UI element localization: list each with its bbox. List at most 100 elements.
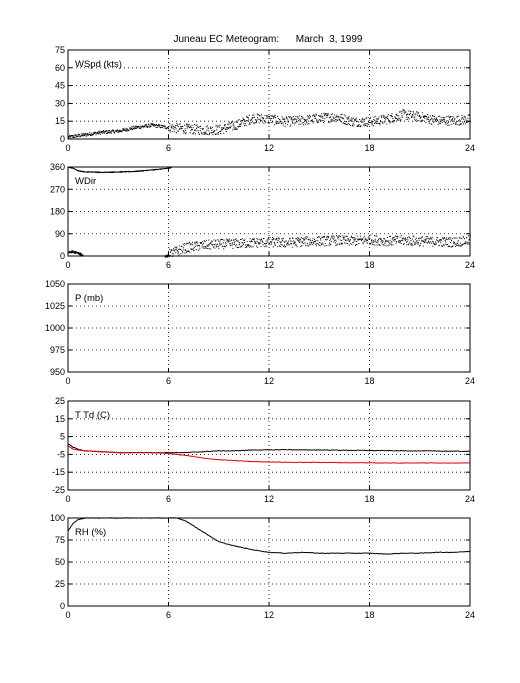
data-point: [257, 118, 259, 120]
data-point: [464, 117, 466, 119]
data-point: [369, 117, 371, 119]
data-point: [70, 137, 72, 139]
data-point: [376, 240, 378, 242]
data-point: [244, 125, 246, 127]
data-point: [239, 243, 241, 245]
data-point: [386, 240, 388, 242]
data-point: [376, 244, 378, 246]
data-point: [132, 129, 134, 131]
data-point: [108, 130, 110, 132]
data-point: [231, 121, 233, 123]
data-point: [172, 128, 174, 130]
data-point: [301, 245, 303, 247]
data-point: [205, 126, 207, 128]
data-point: [444, 117, 446, 119]
data-point: [437, 120, 439, 122]
data-point: [178, 248, 180, 250]
data-point: [203, 240, 205, 242]
data-point: [445, 238, 447, 240]
series-line: [164, 254, 171, 259]
data-point: [427, 237, 429, 239]
data-point: [183, 130, 185, 132]
data-point: [176, 247, 178, 249]
data-point: [104, 131, 106, 133]
data-point: [199, 130, 201, 132]
data-point: [262, 118, 264, 120]
data-point: [470, 120, 471, 122]
data-point: [244, 247, 246, 249]
data-point: [85, 135, 87, 137]
data-point: [322, 117, 324, 119]
y-tick-label: 75: [55, 45, 65, 55]
data-point: [286, 243, 288, 245]
data-point: [189, 126, 191, 128]
data-point: [466, 237, 468, 239]
data-point: [320, 116, 322, 118]
y-tick-label: 0: [60, 601, 65, 611]
data-point: [331, 118, 333, 120]
data-point: [428, 238, 430, 240]
data-point: [119, 129, 121, 131]
data-point: [249, 123, 251, 125]
data-point: [171, 126, 173, 128]
data-point: [248, 114, 250, 116]
data-point: [270, 244, 272, 246]
data-point: [469, 119, 471, 121]
data-point: [375, 122, 377, 124]
data-point: [329, 121, 331, 123]
data-point: [466, 241, 468, 243]
data-point: [387, 245, 389, 247]
data-point: [295, 244, 297, 246]
data-point: [124, 129, 126, 131]
data-point: [358, 121, 360, 123]
data-point: [432, 240, 434, 242]
data-point: [325, 114, 327, 116]
x-tick-label: 12: [264, 610, 274, 620]
data-point: [125, 127, 127, 129]
data-point: [330, 120, 332, 122]
data-point: [220, 243, 222, 245]
data-point: [333, 238, 335, 240]
data-point: [199, 247, 201, 249]
data-point: [229, 245, 231, 247]
data-point: [276, 122, 278, 124]
data-point: [379, 238, 381, 240]
data-point: [374, 244, 376, 246]
data-point: [232, 129, 234, 131]
data-point: [220, 133, 222, 135]
data-point: [320, 115, 322, 117]
data-point: [261, 117, 263, 119]
data-point: [92, 134, 94, 136]
x-tick-label: 0: [65, 610, 70, 620]
data-point: [285, 116, 287, 118]
data-point: [413, 236, 415, 238]
data-point: [135, 127, 136, 129]
data-point: [209, 242, 211, 244]
data-point: [274, 243, 276, 245]
data-point: [117, 130, 119, 132]
data-point: [203, 245, 205, 247]
data-point: [186, 242, 188, 244]
data-point: [449, 242, 451, 244]
data-point: [315, 240, 317, 242]
data-point: [417, 242, 419, 244]
data-point: [323, 112, 325, 114]
data-point: [394, 117, 396, 119]
data-point: [233, 125, 235, 127]
data-point: [191, 129, 193, 131]
data-point: [391, 244, 393, 246]
data-point: [422, 240, 424, 242]
data-point: [238, 119, 240, 120]
data-point: [117, 132, 119, 134]
data-point: [178, 128, 180, 130]
data-point: [365, 240, 367, 242]
data-point: [332, 120, 334, 122]
data-point: [152, 124, 154, 126]
data-point: [78, 135, 80, 137]
data-point: [293, 240, 295, 242]
data-point: [422, 115, 424, 117]
data-point: [131, 128, 133, 130]
data-point: [86, 135, 88, 137]
data-point: [407, 244, 409, 246]
data-point: [381, 243, 383, 245]
